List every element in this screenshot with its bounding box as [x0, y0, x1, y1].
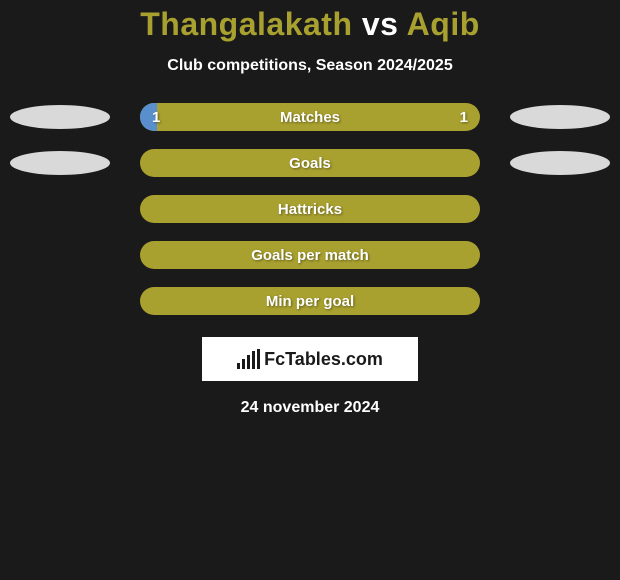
comparison-infographic: Thangalakath vs Aqib Club competitions, …	[0, 0, 620, 417]
stat-value-right: 1	[460, 109, 468, 126]
bar-chart-icon	[237, 349, 260, 369]
player-right-marker	[510, 151, 610, 175]
player-left-marker	[10, 151, 110, 175]
title-vs: vs	[362, 6, 399, 42]
fctables-logo: FcTables.com	[202, 337, 418, 381]
player-right-marker	[510, 105, 610, 129]
player-left-marker	[10, 105, 110, 129]
title-player-left: Thangalakath	[140, 6, 352, 42]
logo-text: FcTables.com	[264, 349, 383, 370]
stat-label: Goals	[289, 155, 331, 172]
stat-label: Min per goal	[266, 293, 354, 310]
stat-bar: Goals per match	[140, 241, 480, 269]
stat-label: Goals per match	[251, 247, 369, 264]
stat-value-left: 1	[152, 109, 160, 126]
stat-rows: 1 1 Matches Goals Hattricks Goals per match Mi…	[0, 103, 620, 315]
stat-bar: Goals	[140, 149, 480, 177]
stat-row: Goals	[0, 149, 620, 177]
subtitle: Club competitions, Season 2024/2025	[0, 57, 620, 75]
stat-row: Hattricks	[0, 195, 620, 223]
stat-row: Min per goal	[0, 287, 620, 315]
date-label: 24 november 2024	[0, 399, 620, 417]
page-title: Thangalakath vs Aqib	[0, 6, 620, 43]
stat-label: Matches	[280, 109, 340, 126]
stat-bar: Min per goal	[140, 287, 480, 315]
stat-bar: 1 1 Matches	[140, 103, 480, 131]
stat-row: 1 1 Matches	[0, 103, 620, 131]
title-player-right: Aqib	[407, 6, 480, 42]
stat-label: Hattricks	[278, 201, 342, 218]
stat-row: Goals per match	[0, 241, 620, 269]
stat-bar: Hattricks	[140, 195, 480, 223]
